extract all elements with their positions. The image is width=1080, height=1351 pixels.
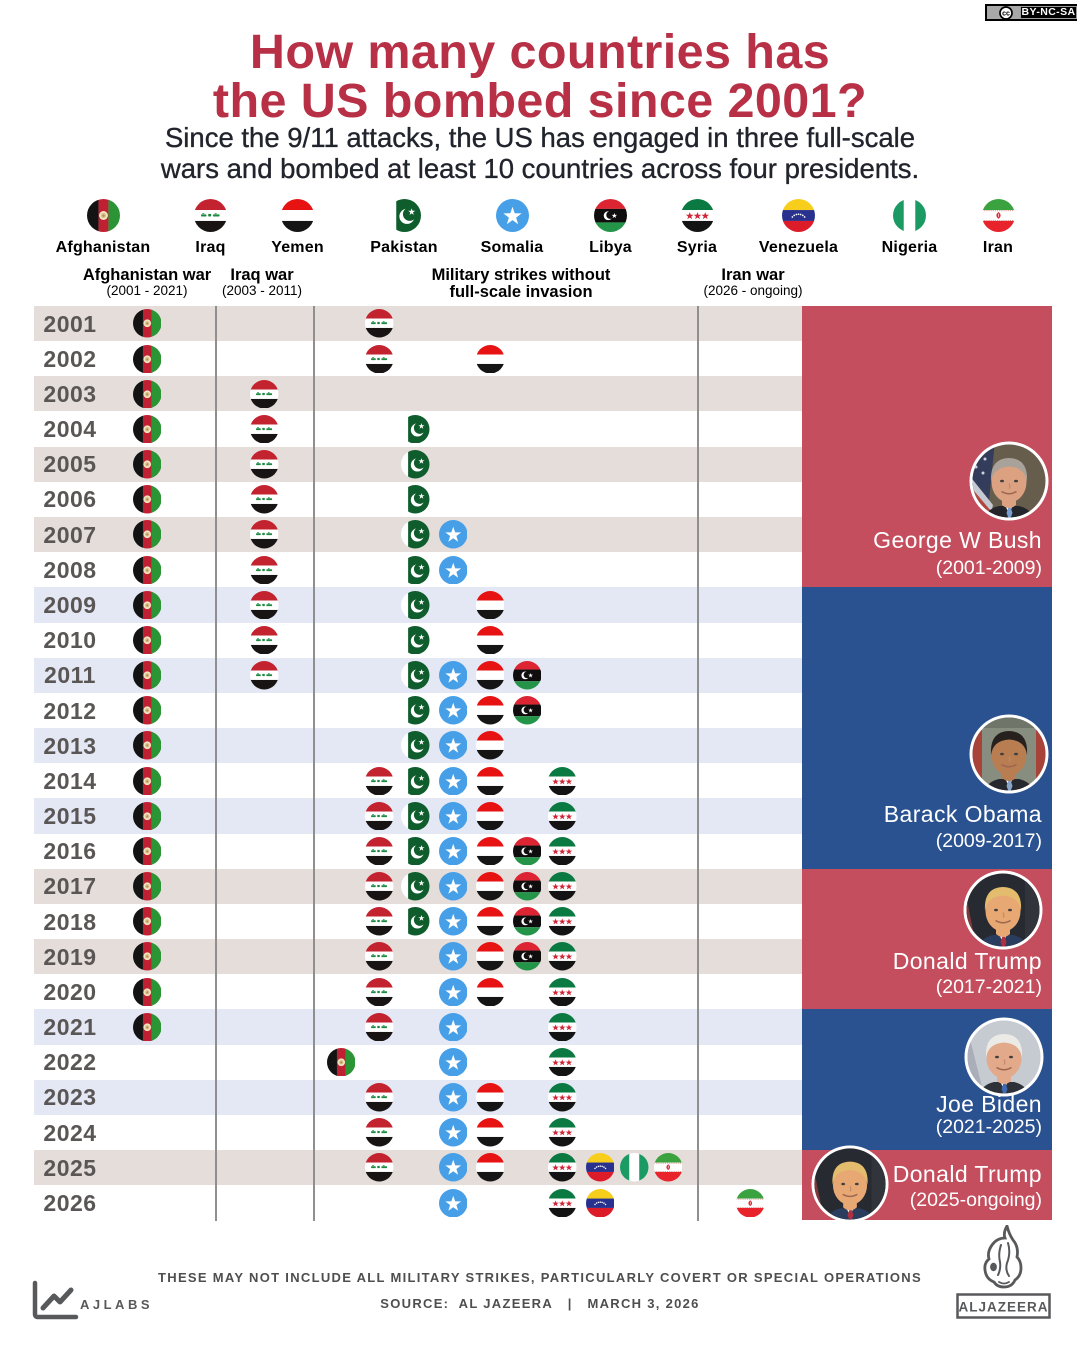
svg-text:cc: cc	[1002, 10, 1010, 17]
svg-text:ALJAZEERA: ALJAZEERA	[958, 1300, 1048, 1315]
svg-text:AJLABS: AJLABS	[80, 1297, 153, 1312]
